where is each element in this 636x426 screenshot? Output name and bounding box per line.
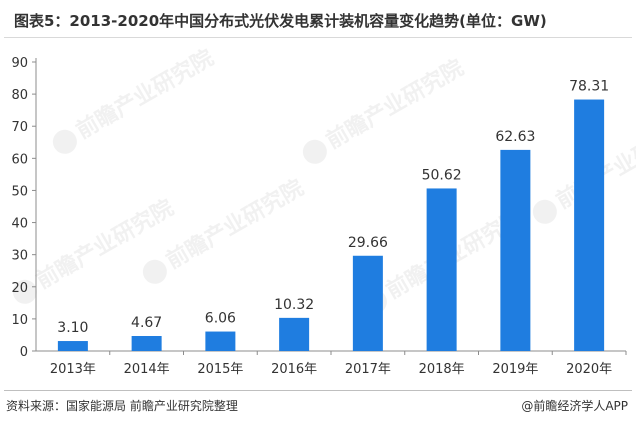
footer-divider <box>4 390 632 391</box>
data-label: 50.62 <box>422 167 462 183</box>
watermark-logo-icon <box>52 129 77 154</box>
watermark-text: 前瞻产业研究院 <box>162 175 308 275</box>
y-tick-label: 0 <box>20 345 28 360</box>
title-divider <box>4 37 632 38</box>
watermark: 前瞻产业研究院 <box>302 55 468 164</box>
x-tick-label: 2016年 <box>271 362 317 377</box>
bar-chart: 前瞻产业研究院前瞻产业研究院前瞻产业研究院前瞻产业研究院前瞻产业研究院前瞻产业研… <box>11 45 636 377</box>
bar <box>426 188 457 351</box>
watermark-logo-icon <box>142 259 167 284</box>
y-tick-label: 30 <box>11 249 28 264</box>
y-tick-label: 70 <box>11 120 28 135</box>
data-label: 29.66 <box>348 235 388 251</box>
y-tick-label: 90 <box>11 56 28 71</box>
watermark-logo-icon <box>302 139 327 164</box>
x-tick-label: 2015年 <box>197 362 243 377</box>
watermark-logo-icon <box>532 199 557 224</box>
y-tick-label: 10 <box>11 313 28 328</box>
x-tick-label: 2019年 <box>492 362 538 377</box>
x-tick-label: 2014年 <box>124 362 170 377</box>
watermark-text: 前瞻产业研究院 <box>72 45 218 145</box>
data-label: 4.67 <box>131 315 162 331</box>
y-tick-label: 50 <box>11 184 28 199</box>
bar <box>205 331 236 351</box>
bar <box>131 336 162 351</box>
x-tick-label: 2017年 <box>345 362 391 377</box>
bar <box>279 317 310 351</box>
bar <box>352 255 383 351</box>
x-tick-label: 2018年 <box>419 362 465 377</box>
bar <box>500 149 531 351</box>
x-tick-label: 2013年 <box>50 362 96 377</box>
watermark: 前瞻产业研究院 <box>12 195 178 304</box>
x-tick-label: 2020年 <box>566 362 612 377</box>
watermark: 前瞻产业研究院 <box>142 175 308 284</box>
y-tick-label: 80 <box>11 88 28 103</box>
watermark: 前瞻产业研究院 <box>52 45 218 154</box>
data-label: 78.31 <box>569 79 609 95</box>
watermark-logo-icon <box>12 279 37 304</box>
y-tick-label: 20 <box>11 281 28 296</box>
data-label: 10.32 <box>274 297 314 313</box>
source-note: 资料来源：国家能源局 前瞻产业研究院整理 <box>6 399 238 413</box>
data-label: 62.63 <box>495 129 535 145</box>
data-label: 6.06 <box>205 311 236 327</box>
watermark-text: 前瞻产业研究院 <box>322 55 468 155</box>
bar <box>574 99 605 351</box>
y-tick-label: 60 <box>11 152 28 167</box>
y-tick-label: 40 <box>11 217 28 232</box>
chart-title: 图表5：2013-2020年中国分布式光伏发电累计装机容量变化趋势(单位：GW) <box>14 12 547 30</box>
bar <box>57 341 88 351</box>
brand-credit: @前瞻经济学人APP <box>521 399 628 413</box>
data-label: 3.10 <box>57 320 88 336</box>
